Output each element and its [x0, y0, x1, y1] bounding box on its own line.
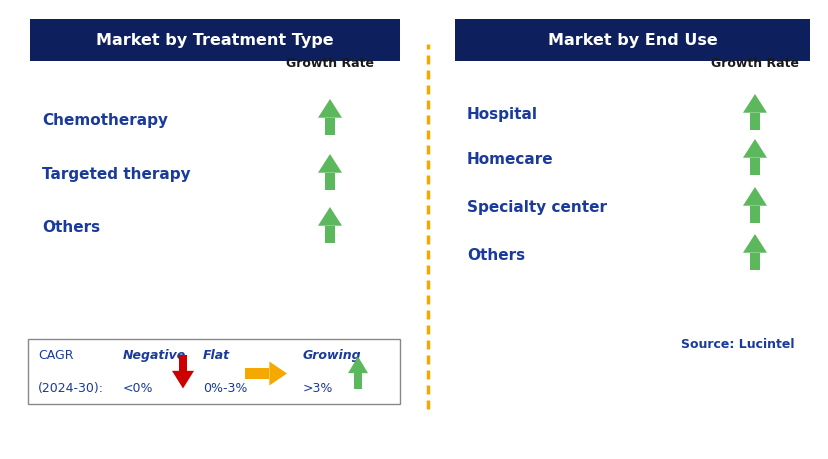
- Text: Chemotherapy: Chemotherapy: [42, 112, 168, 127]
- Polygon shape: [318, 100, 342, 118]
- Text: Targeted therapy: Targeted therapy: [42, 167, 190, 182]
- Polygon shape: [742, 95, 766, 113]
- Text: Growth Rate: Growth Rate: [710, 57, 798, 70]
- Text: Flat: Flat: [203, 349, 230, 362]
- Text: CAGR: CAGR: [38, 349, 74, 362]
- Text: 0%-3%: 0%-3%: [203, 382, 247, 395]
- Polygon shape: [325, 174, 335, 190]
- Text: Specialty center: Specialty center: [466, 200, 606, 215]
- Polygon shape: [325, 118, 335, 136]
- Text: >3%: >3%: [303, 382, 333, 395]
- Text: Negative: Negative: [123, 349, 186, 362]
- Polygon shape: [742, 188, 766, 206]
- Polygon shape: [749, 113, 759, 131]
- Text: Hospital: Hospital: [466, 107, 537, 122]
- Polygon shape: [354, 373, 362, 389]
- Polygon shape: [749, 158, 759, 176]
- Polygon shape: [749, 253, 759, 270]
- Text: Growth Rate: Growth Rate: [286, 57, 373, 70]
- Polygon shape: [749, 206, 759, 224]
- Polygon shape: [318, 207, 342, 226]
- Text: Source: Lucintel: Source: Lucintel: [681, 338, 794, 351]
- Polygon shape: [178, 355, 187, 371]
- Polygon shape: [348, 357, 368, 373]
- Polygon shape: [742, 140, 766, 158]
- Polygon shape: [325, 226, 335, 243]
- Text: Homecare: Homecare: [466, 152, 553, 167]
- Polygon shape: [171, 371, 194, 389]
- Text: Others: Others: [42, 220, 100, 235]
- FancyBboxPatch shape: [28, 339, 400, 404]
- FancyBboxPatch shape: [30, 20, 400, 62]
- Polygon shape: [269, 362, 286, 386]
- FancyBboxPatch shape: [455, 20, 809, 62]
- Text: <0%: <0%: [123, 382, 153, 395]
- Polygon shape: [318, 155, 342, 174]
- Text: Growing: Growing: [303, 349, 361, 362]
- Polygon shape: [245, 369, 269, 379]
- Text: (2024-30):: (2024-30):: [38, 382, 104, 395]
- Text: Others: Others: [466, 247, 524, 262]
- Text: Market by End Use: Market by End Use: [547, 34, 716, 48]
- Text: Market by Treatment Type: Market by Treatment Type: [96, 34, 334, 48]
- Polygon shape: [742, 235, 766, 253]
